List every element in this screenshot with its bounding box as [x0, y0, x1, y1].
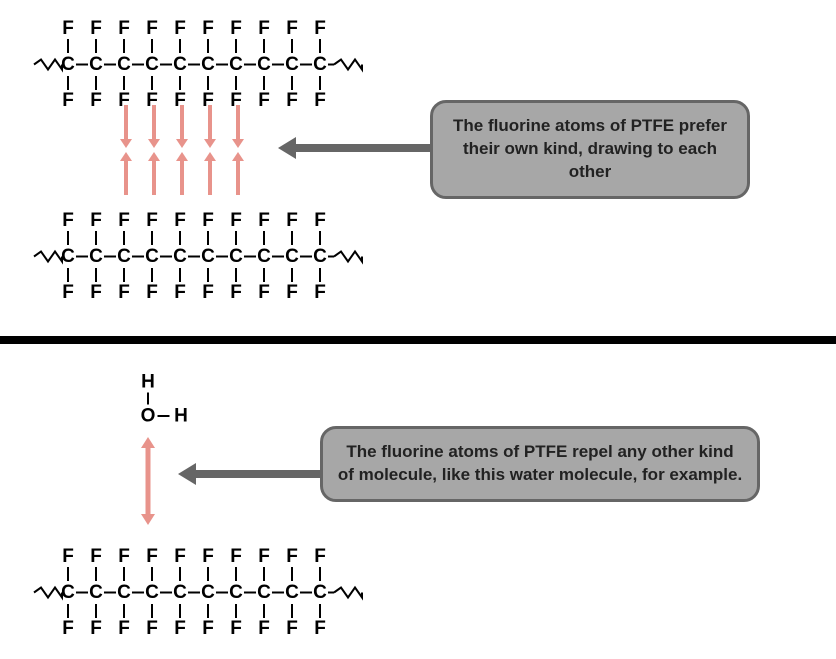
bottom-panel: OHH CFFCFFCFFCFFCFFCFFCFFCFFCFFCFF The f… [0, 344, 836, 659]
panel-divider [0, 336, 836, 344]
pointer-arrow-bottom [0, 344, 836, 659]
pointer-arrow-top [0, 0, 836, 336]
top-panel: CFFCFFCFFCFFCFFCFFCFFCFFCFFCFF CFFCFFCFF… [0, 0, 836, 336]
